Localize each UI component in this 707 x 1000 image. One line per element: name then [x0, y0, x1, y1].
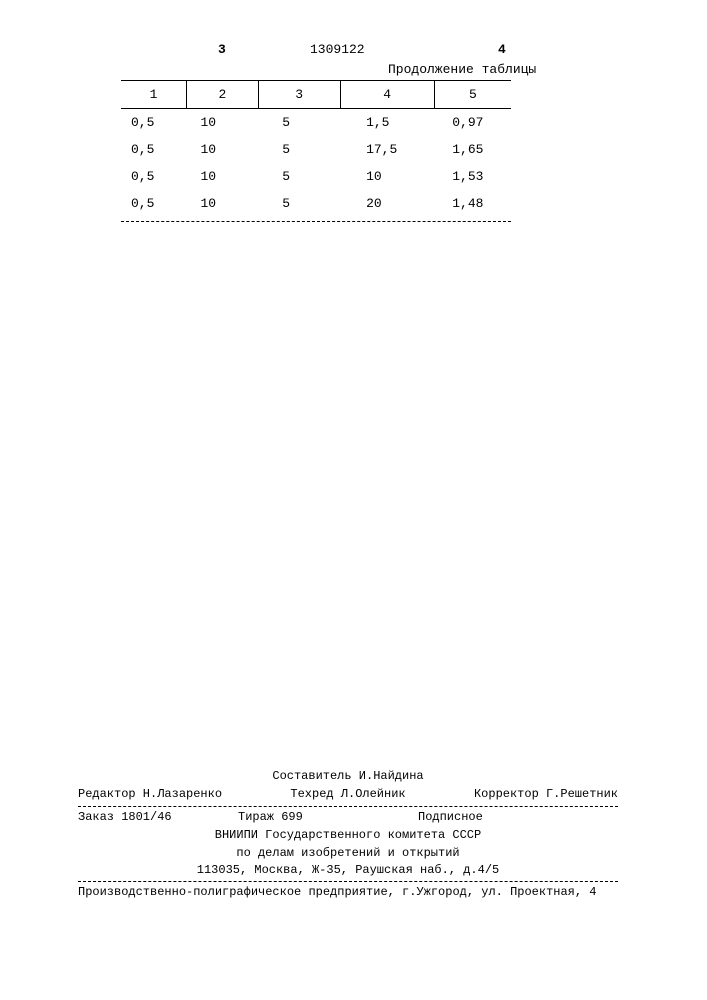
table-row: 0,5 10 5 20 1,48 [121, 190, 511, 217]
col-header-5: 5 [434, 81, 511, 109]
table-row: 0,5 10 5 10 1,53 [121, 163, 511, 190]
col-header-1: 1 [121, 81, 187, 109]
cell: 5 [258, 190, 340, 217]
table-caption: Продолжение таблицы [388, 62, 536, 77]
cell: 10 [187, 136, 259, 163]
org-line-1: ВНИИПИ Государственного комитета СССР [78, 827, 618, 844]
footer-rule-1 [78, 806, 618, 807]
cell: 10 [187, 109, 259, 137]
cell: 0,5 [121, 163, 187, 190]
cell: 0,5 [121, 136, 187, 163]
cell: 10 [187, 190, 259, 217]
cell: 5 [258, 163, 340, 190]
page-number-left: 3 [218, 42, 226, 57]
col-header-4: 4 [340, 81, 434, 109]
subscription-label: Подписное [418, 809, 483, 826]
corrector-label: Корректор Г.Решетник [474, 786, 618, 803]
cell: 10 [340, 163, 434, 190]
cell: 1,5 [340, 109, 434, 137]
footer-block: Составитель И.Найдина Редактор Н.Лазарен… [78, 768, 618, 902]
table-header-row: 1 2 3 4 5 [121, 81, 511, 109]
cell: 0,97 [434, 109, 511, 137]
address-line: 113035, Москва, Ж-35, Раушская наб., д.4… [78, 862, 618, 879]
data-table-container: 1 2 3 4 5 0,5 10 5 1,5 0,97 0,5 10 [121, 80, 511, 222]
editor-label: Редактор Н.Лазаренко [78, 786, 222, 803]
footer-rule-2 [78, 881, 618, 882]
compiler-line: Составитель И.Найдина [78, 768, 618, 785]
cell: 0,5 [121, 190, 187, 217]
credits-line: Редактор Н.Лазаренко Техред Л.Олейник Ко… [78, 786, 618, 803]
page-number-right: 4 [498, 42, 506, 57]
table-bottom-rule [121, 221, 511, 222]
col-header-3: 3 [258, 81, 340, 109]
table-row: 0,5 10 5 1,5 0,97 [121, 109, 511, 137]
cell: 1,53 [434, 163, 511, 190]
data-table: 1 2 3 4 5 0,5 10 5 1,5 0,97 0,5 10 [121, 80, 511, 217]
org-line-2: по делам изобретений и открытий [78, 845, 618, 862]
cell: 10 [187, 163, 259, 190]
cell: 0,5 [121, 109, 187, 137]
cell: 1,65 [434, 136, 511, 163]
cell: 1,48 [434, 190, 511, 217]
cell: 17,5 [340, 136, 434, 163]
patent-number: 1309122 [310, 42, 365, 57]
col-header-2: 2 [187, 81, 259, 109]
order-number: Заказ 1801/46 [78, 809, 238, 826]
techred-label: Техред Л.Олейник [290, 786, 405, 803]
cell: 20 [340, 190, 434, 217]
cell: 5 [258, 109, 340, 137]
order-line: Заказ 1801/46 Тираж 699 Подписное [78, 809, 618, 826]
printer-line: Производственно-полиграфическое предприя… [78, 884, 618, 901]
tirazh-label: Тираж 699 [238, 809, 418, 826]
cell: 5 [258, 136, 340, 163]
table-row: 0,5 10 5 17,5 1,65 [121, 136, 511, 163]
